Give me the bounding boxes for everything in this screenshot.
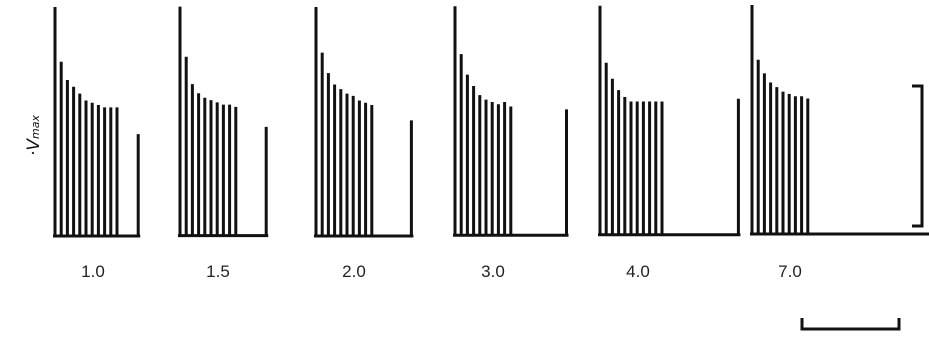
recording-group <box>314 7 414 238</box>
scale-bars <box>800 84 924 331</box>
vertical-scale-bar <box>912 84 924 228</box>
group-label: 3.0 <box>481 262 505 281</box>
horizontal-scale-bar <box>800 318 901 331</box>
group-label: 2.0 <box>342 262 366 281</box>
group-label: 4.0 <box>626 262 650 281</box>
recording-group <box>53 7 141 238</box>
recording-group <box>453 6 569 237</box>
group-label: 1.5 <box>206 262 230 281</box>
group-label: 1.0 <box>81 262 105 281</box>
recording-group <box>178 6 269 238</box>
recording-group <box>598 5 741 237</box>
recording-group <box>750 5 929 236</box>
group-label: 7.0 <box>778 262 802 281</box>
